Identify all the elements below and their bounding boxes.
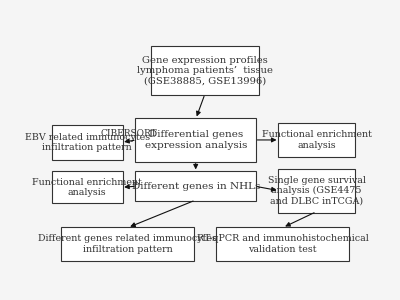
FancyBboxPatch shape	[278, 123, 355, 157]
Text: Functional enrichment
analysis: Functional enrichment analysis	[262, 130, 372, 150]
FancyBboxPatch shape	[61, 226, 194, 261]
FancyBboxPatch shape	[52, 171, 123, 203]
FancyBboxPatch shape	[216, 226, 349, 261]
Text: Functional enrichment
analysis: Functional enrichment analysis	[32, 178, 142, 197]
Text: CIBERSORT: CIBERSORT	[101, 129, 157, 138]
FancyBboxPatch shape	[135, 118, 256, 162]
Text: Different genes in NHLs: Different genes in NHLs	[132, 182, 260, 191]
Text: Different genes related immunocytes
infiltration pattern: Different genes related immunocytes infi…	[38, 234, 217, 254]
FancyBboxPatch shape	[135, 171, 256, 201]
FancyBboxPatch shape	[278, 169, 355, 213]
FancyBboxPatch shape	[151, 46, 259, 95]
Text: Gene expression profiles
lymphoma patients’  tissue
(GSE38885, GSE13996): Gene expression profiles lymphoma patien…	[137, 56, 273, 85]
Text: RT-qPCR and immunohistochemical
validation test: RT-qPCR and immunohistochemical validati…	[196, 234, 368, 254]
Text: EBV related immunocytes
infiltration pattern: EBV related immunocytes infiltration pat…	[25, 133, 150, 152]
Text: Differential genes
expression analysis: Differential genes expression analysis	[144, 130, 247, 150]
FancyBboxPatch shape	[52, 125, 123, 160]
Text: Single gene survival
analysis (GSE4475
and DLBC inTCGA): Single gene survival analysis (GSE4475 a…	[268, 176, 366, 206]
